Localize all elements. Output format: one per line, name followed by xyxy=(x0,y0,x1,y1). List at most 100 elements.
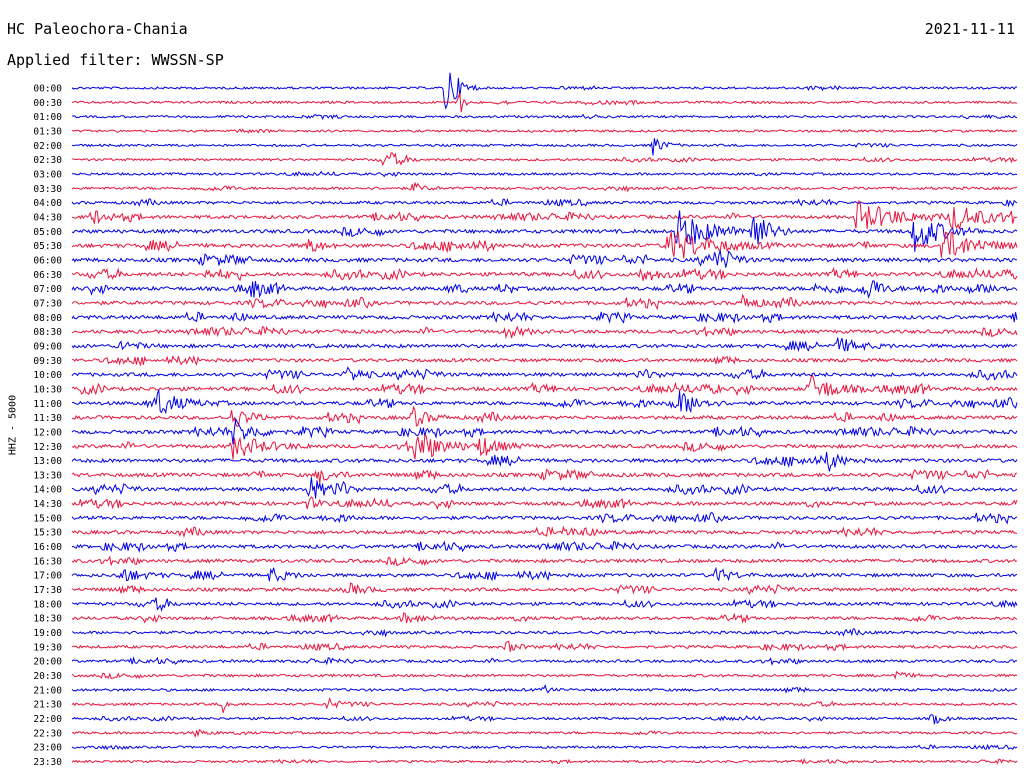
time-tick-label: 10:00 xyxy=(33,370,62,381)
time-tick-label: 15:30 xyxy=(33,528,62,539)
seismogram-trace-row xyxy=(71,293,1018,311)
seismogram-trace-row xyxy=(71,128,1018,134)
time-tick-label: 08:30 xyxy=(33,327,62,338)
seismogram-trace-row xyxy=(71,250,1018,268)
seismogram-trace-row xyxy=(71,612,1018,624)
seismogram-trace-row xyxy=(71,113,1018,121)
time-tick-label: 06:00 xyxy=(33,255,62,266)
time-tick-label: 06:30 xyxy=(33,270,62,281)
time-tick-label: 23:30 xyxy=(33,757,62,768)
seismogram-trace-row xyxy=(71,640,1018,652)
time-tick-label: 12:00 xyxy=(33,427,62,438)
seismogram-trace-row xyxy=(71,468,1018,484)
time-tick-label: 23:00 xyxy=(33,743,62,754)
seismogram-trace-row xyxy=(71,477,1018,499)
time-tick-label: 08:00 xyxy=(33,313,62,324)
time-tick-label: 09:00 xyxy=(33,341,62,352)
time-tick-label: 19:30 xyxy=(33,642,62,653)
seismogram-trace-row xyxy=(71,525,1018,539)
time-tick-label: 17:30 xyxy=(33,585,62,596)
time-tick-label: 14:00 xyxy=(33,485,62,496)
seismogram-trace-row xyxy=(71,138,1018,156)
seismogram-trace-row xyxy=(71,417,1018,445)
seismogram-trace-row xyxy=(71,354,1018,367)
seismogram-trace-row xyxy=(71,434,1018,460)
time-tick-label: 09:30 xyxy=(33,356,62,367)
seismogram-trace-row xyxy=(71,683,1018,694)
seismogram-trace-row xyxy=(71,388,1018,415)
seismogram-trace-row xyxy=(71,280,1018,299)
seismogram-trace-row xyxy=(71,72,1018,110)
seismogram-trace-row xyxy=(71,231,1018,259)
time-tick-label: 14:30 xyxy=(33,499,62,510)
record-date: 2021-11-11 xyxy=(924,20,1015,38)
seismogram-trace-row xyxy=(71,451,1018,472)
seismogram-trace-row xyxy=(71,152,1018,167)
seismogram-trace-row xyxy=(71,566,1018,582)
seismogram-trace-row xyxy=(71,366,1018,381)
time-tick-label: 10:30 xyxy=(33,384,62,395)
time-tick-label: 05:30 xyxy=(33,241,62,252)
seismogram-trace-row xyxy=(71,170,1018,178)
time-tick-label: 17:00 xyxy=(33,571,62,582)
seismogram-trace-row xyxy=(71,325,1018,339)
time-tick-label: 22:00 xyxy=(33,714,62,725)
seismogram-trace-row xyxy=(71,405,1018,428)
seismogram-trace-row xyxy=(71,597,1018,613)
time-tick-label: 04:30 xyxy=(33,212,62,223)
station-title: HC Paleochora-Chania xyxy=(7,20,188,38)
time-tick-label: 16:00 xyxy=(33,542,62,553)
time-tick-label: 11:30 xyxy=(33,413,62,424)
seismogram-trace-row xyxy=(71,182,1018,193)
seismogram-trace-row xyxy=(71,511,1018,525)
time-tick-label: 18:00 xyxy=(33,599,62,610)
seismogram-trace-row xyxy=(71,582,1018,596)
time-tick-label: 04:00 xyxy=(33,198,62,209)
time-tick-label: 00:00 xyxy=(33,84,62,95)
seismogram-trace-row xyxy=(71,758,1018,765)
time-tick-label: 00:30 xyxy=(33,98,62,109)
seismogram-trace-row xyxy=(71,311,1018,325)
seismogram-trace-row xyxy=(71,670,1018,680)
seismogram-trace-row xyxy=(71,696,1018,713)
time-tick-label: 11:00 xyxy=(33,399,62,410)
time-tick-label: 02:30 xyxy=(33,155,62,166)
seismogram-trace-row xyxy=(71,656,1018,666)
time-tick-label: 18:30 xyxy=(33,614,62,625)
time-tick-label: 12:30 xyxy=(33,442,62,453)
seismogram-trace-row xyxy=(71,198,1018,208)
time-tick-label: 07:30 xyxy=(33,298,62,309)
seismogram-trace-row xyxy=(71,374,1018,397)
time-tick-label: 13:30 xyxy=(33,470,62,481)
time-tick-label: 21:30 xyxy=(33,700,62,711)
seismogram-trace-row xyxy=(71,728,1018,738)
seismogram-trace-row xyxy=(71,266,1018,282)
time-tick-label: 01:00 xyxy=(33,112,62,123)
filter-label: Applied filter: WWSSN-SP xyxy=(7,51,224,69)
time-tick-label: 07:00 xyxy=(33,284,62,295)
seismogram-trace-row xyxy=(71,743,1018,751)
seismogram-trace-row xyxy=(71,200,1018,230)
seismogram-traces xyxy=(71,72,1018,765)
time-tick-label: 03:00 xyxy=(33,169,62,180)
time-tick-label: 22:30 xyxy=(33,728,62,739)
seismogram-trace-row xyxy=(71,714,1018,725)
time-tick-label: 05:00 xyxy=(33,227,62,238)
seismogram-trace-row xyxy=(71,93,1018,113)
seismogram-trace-row xyxy=(71,628,1018,638)
time-tick-label: 01:30 xyxy=(33,126,62,137)
seismogram-trace-row xyxy=(71,337,1018,353)
seismogram-trace-row xyxy=(71,540,1018,554)
time-tick-label: 21:00 xyxy=(33,685,62,696)
time-tick-labels: 00:00 00:30 01:00 01:30 02:00 02:30 03:00 03:30… xyxy=(33,84,62,769)
time-tick-label: 03:30 xyxy=(33,184,62,195)
time-tick-label: 15:00 xyxy=(33,513,62,524)
seismogram-trace-row xyxy=(71,496,1018,511)
time-tick-label: 13:00 xyxy=(33,456,62,467)
seismogram-trace-row xyxy=(71,210,1018,252)
time-tick-label: 02:00 xyxy=(33,141,62,152)
time-tick-label: 20:00 xyxy=(33,657,62,668)
seismogram-trace-row xyxy=(71,555,1018,567)
time-tick-label: 16:30 xyxy=(33,556,62,567)
